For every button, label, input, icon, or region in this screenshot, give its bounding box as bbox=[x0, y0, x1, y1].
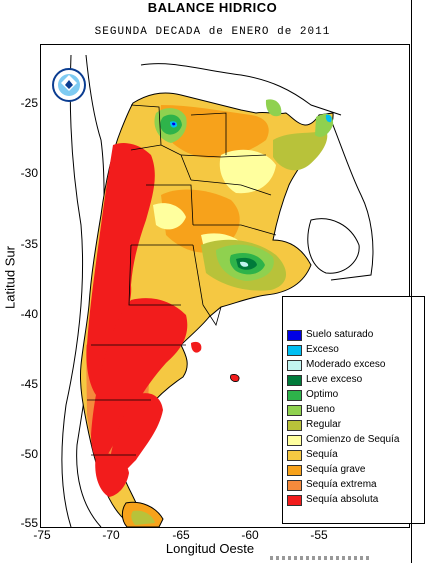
region-sequia-absoluta-small bbox=[191, 341, 202, 353]
y-tick-label: -25 bbox=[20, 96, 38, 110]
legend-swatch bbox=[287, 435, 302, 446]
legend-label: Bueno bbox=[306, 404, 335, 415]
region-moderado-exceso-pampa bbox=[240, 261, 249, 267]
region-comienzo-sequia-center bbox=[153, 203, 186, 230]
region-comienzo-sequia-east bbox=[219, 149, 276, 194]
drought-map bbox=[52, 54, 374, 527]
region-sequia-absoluta-west bbox=[86, 143, 155, 395]
x-tick-label: -70 bbox=[102, 528, 120, 542]
region-suelo-saturado-north bbox=[172, 122, 176, 126]
legend-label: Optimo bbox=[306, 389, 339, 400]
region-ne-bueno bbox=[265, 99, 282, 117]
y-tick-label: -50 bbox=[20, 447, 38, 461]
y-tick-label: -40 bbox=[20, 307, 38, 321]
map-title: BALANCE HIDRICO bbox=[147, 0, 278, 15]
legend-label: Sequía extrema bbox=[306, 479, 377, 490]
x-tick-label: -60 bbox=[241, 528, 259, 542]
uruguay-outline bbox=[307, 218, 360, 274]
legend-swatch bbox=[287, 375, 302, 386]
legend-swatch bbox=[287, 360, 302, 371]
legend-label: Leve exceso bbox=[306, 374, 363, 385]
legend-label: Moderado exceso bbox=[306, 359, 386, 370]
legend-label: Exceso bbox=[306, 344, 339, 355]
legend-label: Sequía bbox=[306, 449, 338, 460]
y-tick-label: -30 bbox=[20, 166, 38, 180]
legend-label: Regular bbox=[306, 419, 342, 430]
legend-swatch bbox=[287, 450, 302, 461]
x-tick-label: -55 bbox=[310, 528, 328, 542]
y-tick-label: -35 bbox=[20, 237, 38, 251]
region-regular-ne bbox=[273, 130, 328, 171]
region-sequia-absoluta-patagonia bbox=[91, 298, 188, 465]
x-tick-label: -65 bbox=[172, 528, 190, 542]
legend-swatch bbox=[287, 390, 302, 401]
legend-swatch bbox=[287, 495, 302, 506]
legend-swatch bbox=[287, 330, 302, 341]
scan-artifact bbox=[270, 556, 370, 560]
malvinas-outline bbox=[230, 374, 240, 382]
legend-label: Comienzo de Sequía bbox=[306, 434, 400, 445]
region-tierra-del-fuego-regular bbox=[131, 510, 155, 525]
legend-label: Sequía absoluta bbox=[306, 494, 379, 505]
smn-logo bbox=[52, 68, 86, 102]
bolivia-border-line bbox=[140, 63, 342, 116]
region-sequia-grave-north bbox=[159, 105, 269, 158]
legend-label: Suelo saturado bbox=[306, 329, 374, 340]
legend-label: Sequía grave bbox=[306, 464, 366, 475]
right-border-line bbox=[411, 0, 412, 563]
legend-swatch bbox=[287, 405, 302, 416]
brazil-border-line bbox=[330, 119, 374, 281]
region-sequia-absoluta-tip bbox=[95, 453, 129, 497]
x-axis-label: Longitud Oeste bbox=[165, 541, 255, 556]
y-tick-label: -45 bbox=[20, 377, 38, 391]
legend-swatch bbox=[287, 480, 302, 491]
legend-swatch bbox=[287, 465, 302, 476]
y-tick-label: -55 bbox=[20, 516, 38, 530]
province-borders bbox=[87, 104, 277, 456]
region-misiones-exceso bbox=[325, 114, 332, 123]
legend: Suelo saturado Exceso Moderado exceso Le… bbox=[282, 296, 425, 524]
legend-swatch bbox=[287, 420, 302, 431]
x-tick-label: -75 bbox=[33, 528, 51, 542]
legend-swatch bbox=[287, 345, 302, 356]
map-subtitle: SEGUNDA DECADA de ENERO de 2011 bbox=[94, 26, 331, 38]
chile-coast-line bbox=[61, 54, 84, 527]
